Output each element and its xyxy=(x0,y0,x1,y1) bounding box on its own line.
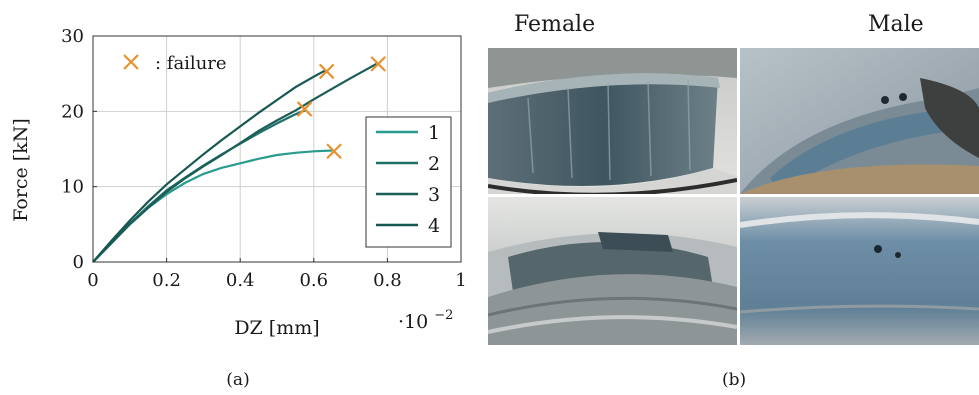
x-tick-label: 1 xyxy=(455,270,466,291)
female-top-image xyxy=(488,48,737,194)
y-tick-label: 20 xyxy=(61,101,84,122)
x-tick-label: 0.4 xyxy=(226,270,255,291)
failure-marker xyxy=(326,143,342,160)
male-column-label: Male xyxy=(868,12,924,37)
legend-label-4: 4 xyxy=(428,215,440,237)
male-top-photo xyxy=(740,48,979,194)
x-multiplier-exponent: −2 xyxy=(434,308,453,323)
series-line-1 xyxy=(92,149,333,263)
series-legend: 1 2 3 4 xyxy=(365,116,452,248)
panel-b-caption: (b) xyxy=(722,370,747,390)
failure-marker xyxy=(370,56,386,72)
series-line-2 xyxy=(92,108,307,263)
y-axis-label: Force [kN] xyxy=(10,118,32,222)
legend-label-3: 3 xyxy=(428,184,440,206)
y-tick-label: 10 xyxy=(61,177,84,198)
female-top-photo xyxy=(488,48,737,194)
legend-label-2: 2 xyxy=(428,153,440,175)
x-multiplier-base: ·10 xyxy=(398,311,428,333)
series-lines xyxy=(92,62,377,263)
series-line-3 xyxy=(92,62,377,263)
male-bottom-photo xyxy=(740,197,979,345)
y-tick-label: 0 xyxy=(73,252,84,273)
female-bottom-photo xyxy=(488,197,737,345)
female-column-label: Female xyxy=(514,12,596,37)
failure-legend: : failure xyxy=(123,53,227,74)
legend-label-1: 1 xyxy=(428,122,440,144)
x-axis-multiplier: ·10 −2 xyxy=(398,308,453,333)
failure-legend-marker xyxy=(123,54,139,70)
x-tick-label: 0.2 xyxy=(152,270,181,291)
failure-marker xyxy=(318,63,335,80)
female-bottom-image xyxy=(488,197,737,345)
male-top-image xyxy=(740,48,979,194)
male-bottom-image xyxy=(740,197,979,345)
x-axis-label: DZ [mm] xyxy=(234,317,319,339)
panel-a-caption: (a) xyxy=(226,370,249,390)
x-tick-label: 0.6 xyxy=(299,270,328,291)
failure-legend-marker-icon xyxy=(123,54,139,70)
x-tick-label: 0 xyxy=(87,270,98,291)
failure-markers xyxy=(296,56,386,160)
failure-legend-label: : failure xyxy=(155,53,227,74)
series-line-4 xyxy=(92,69,326,263)
x-tick-label: 0.8 xyxy=(373,270,402,291)
plot-frame xyxy=(92,35,462,263)
y-tick-label: 30 xyxy=(61,26,84,47)
failure-marker xyxy=(296,101,313,117)
